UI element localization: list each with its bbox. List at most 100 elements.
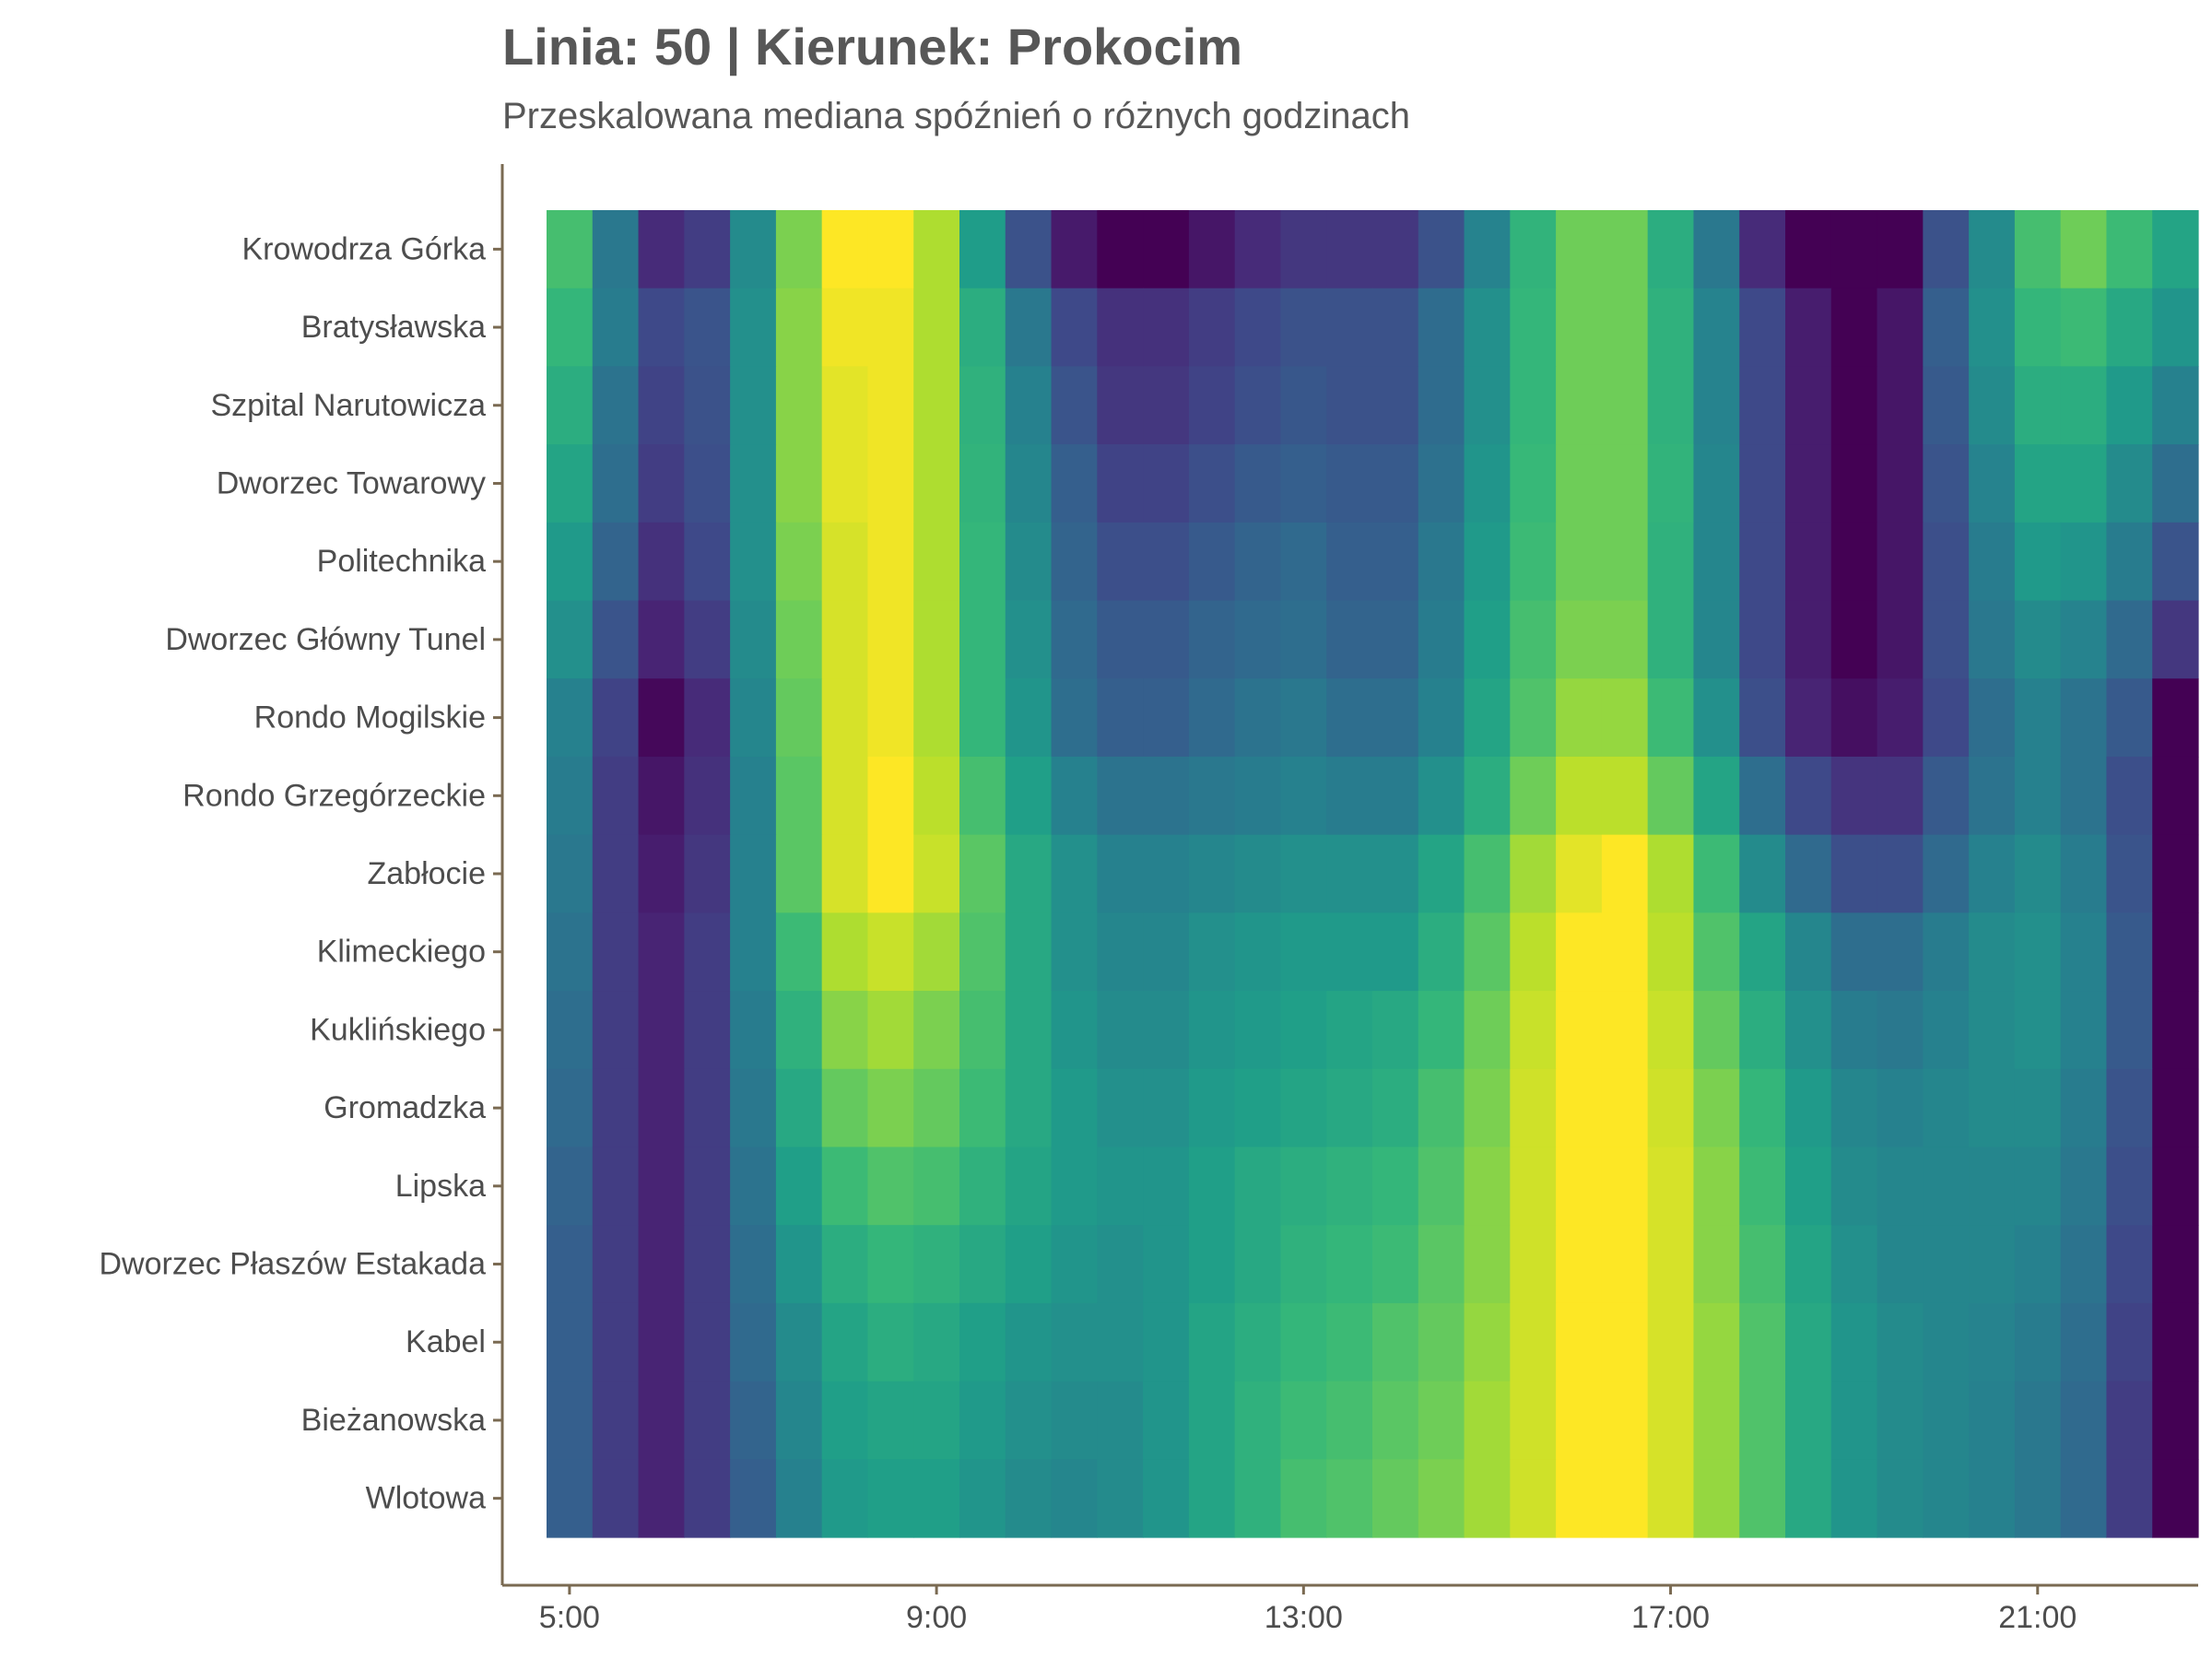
heatmap-cell (1923, 1225, 1970, 1304)
heatmap-cell (1005, 678, 1053, 758)
heatmap-cell (1188, 444, 1236, 524)
y-tick-label: Dworzec Płaszów Estakada (99, 1247, 486, 1282)
heatmap-cell (1234, 756, 1282, 836)
heatmap-cell (913, 1459, 960, 1538)
heatmap-cell (2014, 600, 2062, 679)
heatmap-cell (1372, 1381, 1419, 1460)
heatmap-cell (1143, 1225, 1190, 1304)
heatmap-cell (1143, 1147, 1190, 1226)
heatmap-cells (547, 210, 2199, 1538)
heatmap-cell (821, 1068, 869, 1148)
y-tick-label: Zabłocie (367, 856, 486, 891)
heatmap-cell (2014, 756, 2062, 836)
heatmap-cell (821, 756, 869, 836)
heatmap-cell (592, 210, 640, 289)
heatmap-cell (867, 366, 914, 445)
heatmap-cell (1830, 366, 1878, 445)
heatmap-cell (1556, 1459, 1603, 1538)
heatmap-cell (1739, 1302, 1786, 1382)
heatmap-cell (867, 1225, 914, 1304)
heatmap-cell (959, 1147, 1006, 1226)
heatmap-cell (1464, 912, 1511, 992)
heatmap-cell (1830, 1225, 1878, 1304)
heatmap-cell (1830, 444, 1878, 524)
heatmap-cell (1326, 912, 1373, 992)
heatmap-cell (684, 756, 731, 836)
heatmap-cell (730, 444, 777, 524)
heatmap-cell (1143, 522, 1190, 602)
heatmap-cell (1097, 1381, 1144, 1460)
heatmap-cell (1005, 1459, 1053, 1538)
heatmap-cell (1143, 1302, 1190, 1382)
heatmap-cell (1326, 834, 1373, 913)
heatmap-cell (730, 1381, 777, 1460)
heatmap-cell (913, 1381, 960, 1460)
heatmap-cell (1280, 834, 1327, 913)
heatmap-cell (1969, 522, 2016, 602)
heatmap-cell (959, 1381, 1006, 1460)
heatmap-cell (1556, 210, 1603, 289)
heatmap-cell (1143, 600, 1190, 679)
heatmap-cell (1234, 912, 1282, 992)
heatmap-cell (1097, 1225, 1144, 1304)
heatmap-cell (1326, 1459, 1373, 1538)
heatmap-cell (1280, 991, 1327, 1070)
heatmap-cell (1785, 1147, 1832, 1226)
heatmap-cell (1051, 1068, 1098, 1148)
heatmap-cell (547, 1381, 594, 1460)
heatmap-cell (913, 1302, 960, 1382)
heatmap-cell (1556, 288, 1603, 368)
heatmap-cell (1234, 522, 1282, 602)
heatmap-cell (2060, 912, 2108, 992)
heatmap-cell (592, 1068, 640, 1148)
heatmap-cell (959, 366, 1006, 445)
heatmap-cell (2014, 1068, 2062, 1148)
heatmap-cell (730, 1147, 777, 1226)
heatmap-cell (1739, 522, 1786, 602)
heatmap-cell (1693, 1381, 1740, 1460)
heatmap-cell (821, 678, 869, 758)
heatmap-cell (1097, 288, 1144, 368)
heatmap-cell (1372, 366, 1419, 445)
heatmap-cell (959, 600, 1006, 679)
heatmap-cell (775, 1302, 823, 1382)
heatmap-cell (1464, 1302, 1511, 1382)
heatmap-cell (821, 1381, 869, 1460)
heatmap-cell (547, 912, 594, 992)
heatmap-cell (1923, 1068, 1970, 1148)
heatmap-cell (1418, 366, 1465, 445)
heatmap-cell (1877, 366, 1924, 445)
heatmap-cell (1739, 1225, 1786, 1304)
heatmap-cell (1830, 756, 1878, 836)
heatmap-cell (2106, 678, 2153, 758)
heatmap-cell (1418, 756, 1465, 836)
heatmap-cell (1601, 1225, 1649, 1304)
heatmap-cell (1785, 210, 1832, 289)
heatmap-cell (1464, 834, 1511, 913)
heatmap-cell (1372, 1225, 1419, 1304)
heatmap-cell (730, 600, 777, 679)
heatmap-cell (1418, 210, 1465, 289)
heatmap-cell (1051, 522, 1098, 602)
heatmap-cell (684, 1068, 731, 1148)
heatmap-cell (1418, 1459, 1465, 1538)
heatmap-cell (547, 1302, 594, 1382)
heatmap-cell (1923, 1302, 1970, 1382)
heatmap-cell (592, 366, 640, 445)
heatmap-cell (2152, 522, 2199, 602)
heatmap-cell (2014, 991, 2062, 1070)
heatmap-cell (1830, 834, 1878, 913)
heatmap-cell (2106, 991, 2153, 1070)
heatmap-cell (913, 444, 960, 524)
heatmap-cell (1326, 756, 1373, 836)
heatmap-cell (1556, 991, 1603, 1070)
heatmap-cell (1188, 1459, 1236, 1538)
heatmap-cell (1556, 678, 1603, 758)
heatmap-cell (1188, 522, 1236, 602)
heatmap-cell (775, 288, 823, 368)
heatmap-cell (867, 1147, 914, 1226)
heatmap-cell (959, 834, 1006, 913)
heatmap-cell (1372, 1302, 1419, 1382)
heatmap-cell (821, 366, 869, 445)
